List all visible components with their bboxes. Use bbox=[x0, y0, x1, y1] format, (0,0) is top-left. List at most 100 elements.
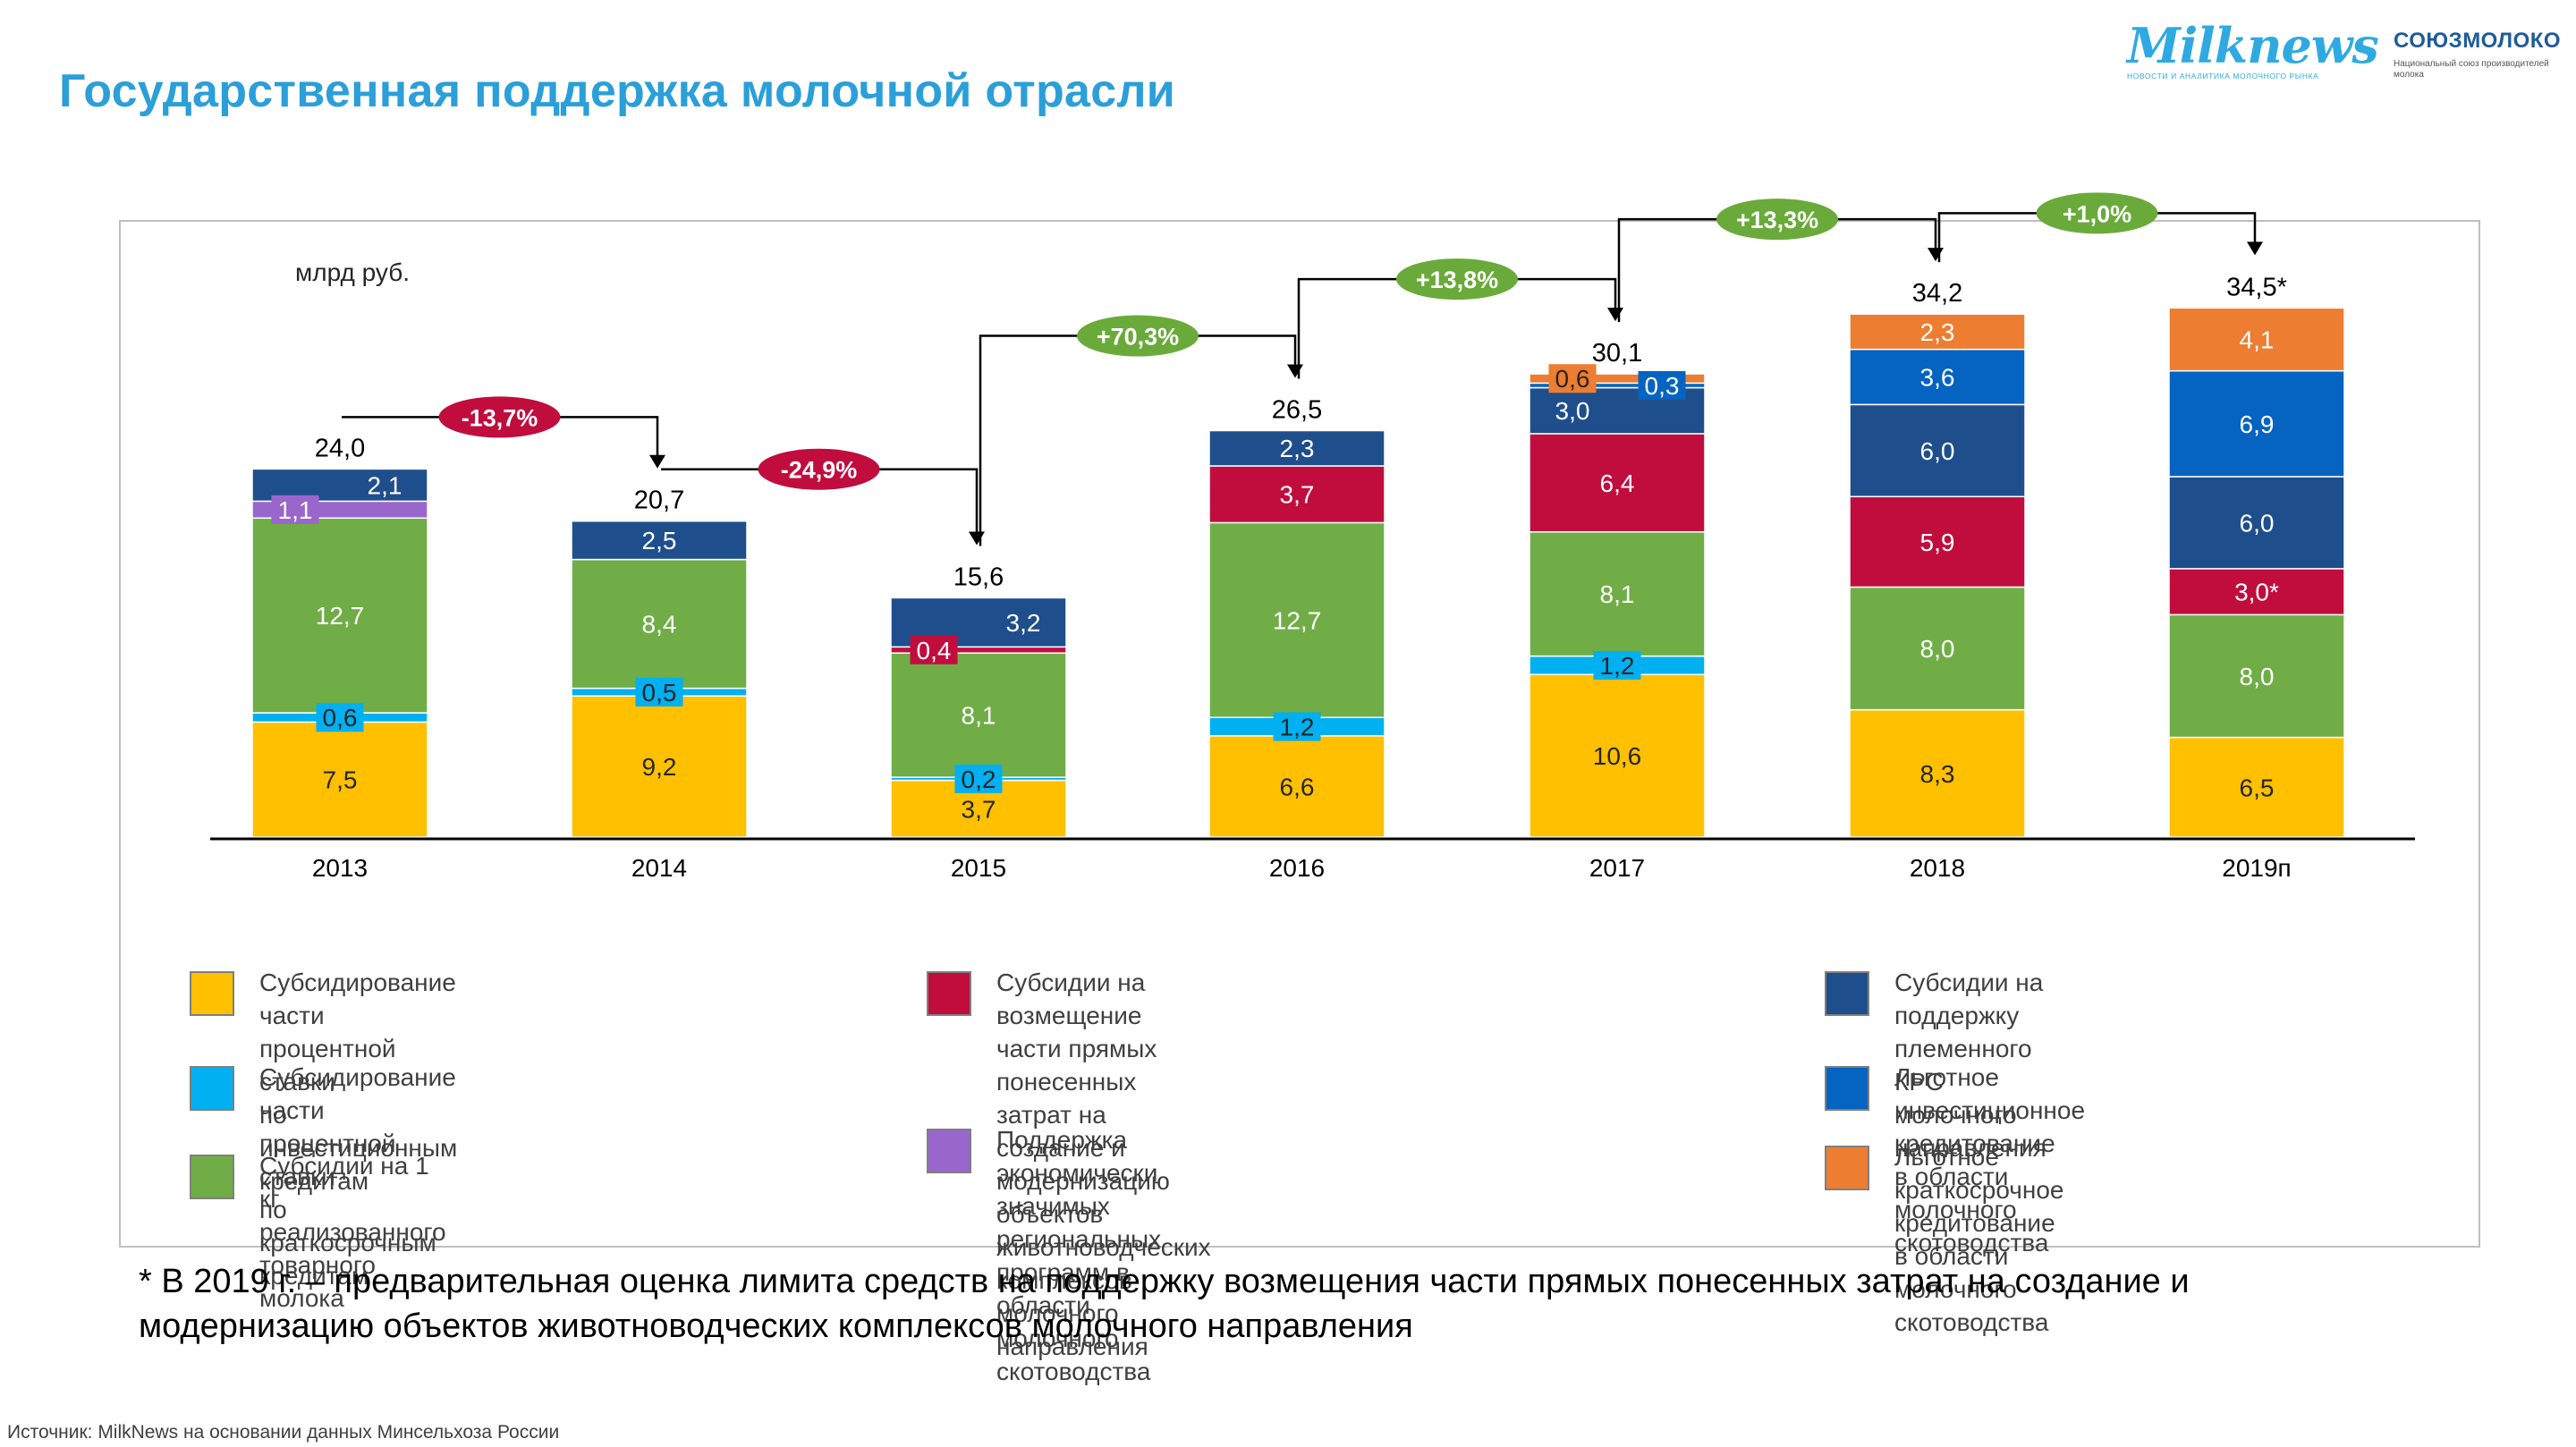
legend-label: Поддержка экономически значимых регионал… bbox=[996, 1126, 1162, 1385]
bar-segment-pref_short bbox=[1529, 373, 1706, 385]
change-badge bbox=[2036, 192, 2158, 234]
bar-total-label: 26,5 bbox=[1272, 396, 1322, 425]
legend-label: Субсидирование части процентной ставки п… bbox=[259, 969, 458, 1195]
bar-value-label: 3,0 bbox=[1555, 397, 1590, 425]
footnote: * В 2019 г. – предварительная оценка лим… bbox=[139, 1263, 2190, 1345]
x-axis-tick-label: 2017 bbox=[1589, 854, 1645, 882]
bar-segment-pref_short bbox=[1849, 313, 2026, 351]
bar-segment-invest_rate bbox=[1849, 708, 2026, 838]
legend-swatch bbox=[190, 971, 234, 1016]
bar-value-label: 8,0 bbox=[2240, 663, 2275, 690]
legend-label: Субсидии на 1 кг реализованного товарног… bbox=[259, 1152, 446, 1312]
bar-value-label: 1,2 bbox=[1280, 714, 1315, 741]
connectors-layer: -13,7% -24,9% +70,3% +13,8% +13,3% +1,0% bbox=[342, 192, 2263, 546]
legend-swatch bbox=[1825, 971, 1869, 1016]
bar-label-bg-capex bbox=[910, 635, 958, 664]
change-badge-label: -24,9% bbox=[781, 457, 858, 484]
legend-swatch bbox=[927, 971, 971, 1016]
bar-segment-breeding bbox=[1208, 429, 1385, 467]
bar-value-label: 1,2 bbox=[1600, 652, 1635, 680]
source-note: Источник: MilkNews на основании данных М… bbox=[7, 1422, 560, 1443]
bar-total-label: 34,5* bbox=[2226, 273, 2287, 301]
change-badge-label: -13,7% bbox=[462, 404, 538, 431]
x-axis-tick-label: 2016 bbox=[1269, 854, 1325, 882]
bar-value-label: 4,1 bbox=[2240, 326, 2275, 353]
change-badge-label: +70,3% bbox=[1097, 324, 1179, 351]
bar-segment-per_kg bbox=[2168, 613, 2345, 739]
bar-value-label: 6,4 bbox=[1600, 470, 1635, 497]
bar-label-bg-short_rate bbox=[1273, 712, 1321, 741]
bar-label-bg-short_rate bbox=[954, 764, 1003, 793]
page-title: Государственная поддержка молочной отрас… bbox=[59, 65, 1176, 117]
x-axis-tick-label: 2019п bbox=[2222, 854, 2291, 882]
labels-layer: 7,50,612,71,12,124,09,20,58,42,520,73,70… bbox=[271, 273, 2287, 823]
bar-segment-per_kg bbox=[571, 558, 748, 690]
soyuzmoloko-logo-name: СОЮЗМОЛОКО bbox=[2394, 29, 2562, 53]
change-connector-arrowhead bbox=[1928, 248, 1944, 262]
bar-segment-invest_rate bbox=[571, 695, 748, 838]
bar-segment-breeding bbox=[2168, 476, 2345, 570]
bar-segment-breeding bbox=[571, 520, 748, 561]
legend-swatch bbox=[1825, 1066, 1869, 1111]
change-badge bbox=[1077, 315, 1199, 357]
bar-value-label: 8,3 bbox=[1920, 760, 1955, 788]
bar-value-label: 12,7 bbox=[316, 602, 365, 630]
unit-label: млрд руб. bbox=[295, 258, 410, 286]
bar-value-label: 3,6 bbox=[1920, 364, 1955, 392]
change-badge bbox=[1396, 258, 1518, 300]
change-badge-label: +13,3% bbox=[1736, 207, 1818, 233]
bar-value-label: 3,7 bbox=[1280, 481, 1315, 509]
change-badge-label: +13,8% bbox=[1416, 267, 1498, 293]
bar-value-label: 6,0 bbox=[2240, 509, 2275, 537]
bar-segment-pref_short bbox=[2168, 307, 2345, 372]
bars-layer bbox=[251, 307, 2345, 838]
bar-segment-pref_invest bbox=[1849, 348, 2026, 406]
bar-value-label: 5,9 bbox=[1920, 529, 1955, 556]
bar-total-label: 34,2 bbox=[1912, 279, 1962, 308]
bar-total-label: 15,6 bbox=[953, 563, 1004, 591]
legend-label: Субсидии на возмещение части прямых поне… bbox=[996, 969, 1211, 1360]
bar-value-label: 8,1 bbox=[962, 702, 996, 730]
bar-value-label: 0,6 bbox=[1555, 365, 1590, 393]
change-connector-arrowhead bbox=[969, 531, 985, 546]
bar-label-bg-regional bbox=[271, 495, 319, 524]
bar-value-label: 2,5 bbox=[642, 527, 677, 554]
legend-label: Льготное краткосрочное кредитование в об… bbox=[1894, 1143, 2064, 1336]
legend-swatch bbox=[190, 1066, 234, 1111]
bar-value-label: 2,3 bbox=[1920, 318, 1955, 346]
change-badge-label: +1,0% bbox=[2063, 200, 2131, 227]
bar-label-bg-short_rate bbox=[635, 677, 683, 707]
chart-frame bbox=[119, 220, 2480, 1248]
x-axis-tick-label: 2015 bbox=[951, 854, 1006, 882]
bar-value-label: 7,5 bbox=[323, 766, 358, 794]
bar-total-label: 24,0 bbox=[315, 434, 365, 462]
bar-value-label: 6,6 bbox=[1280, 773, 1315, 800]
bar-value-label: 8,1 bbox=[1600, 580, 1635, 608]
bar-segment-per_kg bbox=[1849, 586, 2026, 711]
milknews-logo-tagline: НОВОСТИ И АНАЛИТИКА МОЛОЧНОГО РЫНКА bbox=[2127, 72, 2319, 80]
bar-value-label: 8,0 bbox=[1920, 635, 1955, 663]
change-badge bbox=[1716, 199, 1838, 241]
soyuzmoloko-logo: СОЮЗМОЛОКО Национальный союз производите… bbox=[2394, 29, 2572, 80]
bar-value-label: 0,3 bbox=[1645, 372, 1680, 400]
bar-value-label: 6,9 bbox=[2240, 410, 2275, 438]
x-axis-labels: 2013 2014 2015 2016 2017 2018 2019п bbox=[312, 854, 2292, 882]
x-axis-tick-label: 2018 bbox=[1910, 854, 1965, 882]
legend-swatch bbox=[927, 1129, 971, 1173]
bar-value-label: 0,2 bbox=[962, 766, 996, 793]
bar-segment-pref_invest bbox=[2168, 369, 2345, 478]
bar-value-label: 3,7 bbox=[962, 795, 996, 823]
bar-segment-invest_rate bbox=[1529, 673, 1706, 838]
bar-label-bg-short_rate bbox=[1593, 650, 1641, 680]
bar-total-label: 30,1 bbox=[1592, 339, 1642, 368]
x-axis-tick-label: 2013 bbox=[312, 854, 368, 882]
change-connector-arrowhead bbox=[2247, 241, 2263, 256]
change-connector-arrowhead bbox=[649, 454, 665, 469]
change-badge bbox=[758, 448, 880, 490]
x-axis-tick-label: 2014 bbox=[631, 854, 687, 882]
bar-value-label: 9,2 bbox=[642, 753, 677, 781]
bar-label-bg-short_rate bbox=[316, 703, 364, 732]
legend-label: Субсидии на поддержку племенного КРС мол… bbox=[1894, 969, 2046, 1162]
bar-value-label: 12,7 bbox=[1273, 606, 1322, 634]
